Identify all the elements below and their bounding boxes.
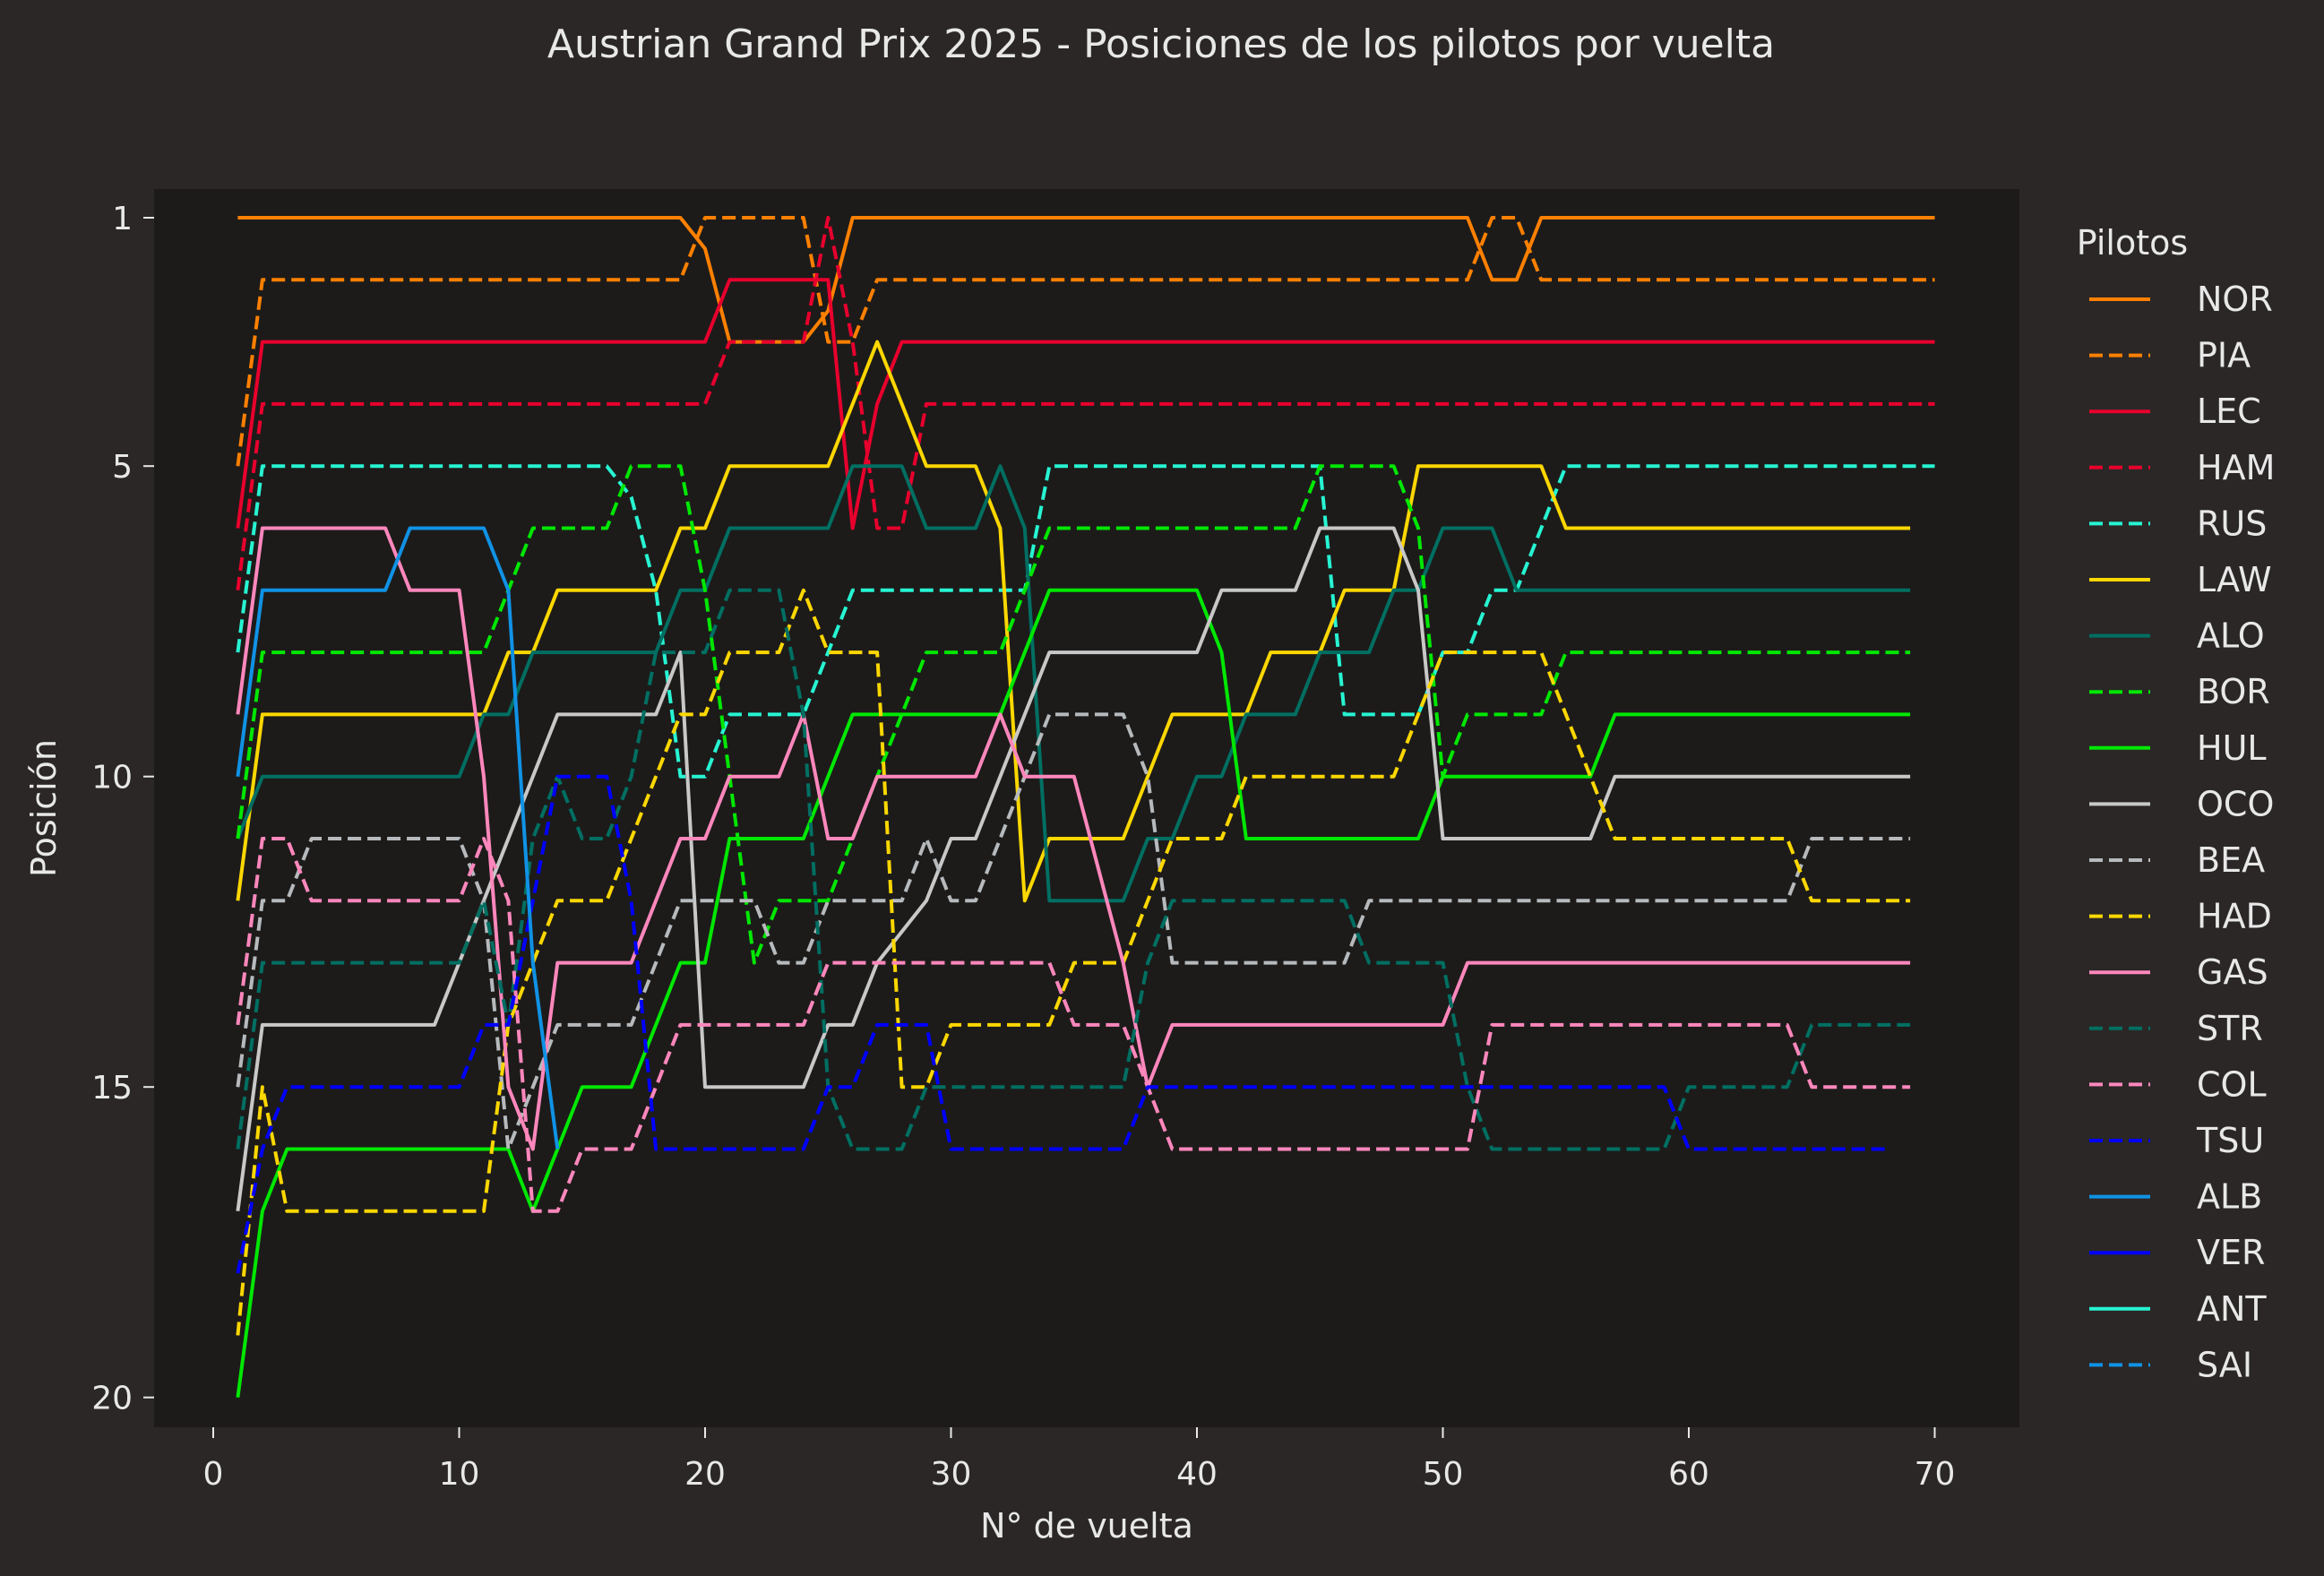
series-line-alb (236, 526, 560, 1150)
x-tick-label: 40 (1176, 1456, 1218, 1493)
legend-item-sai: SAI (2089, 1345, 2252, 1384)
chart-title: Austrian Grand Prix 2025 - Posiciones de… (547, 22, 1775, 67)
legend-label: ANT (2197, 1289, 2267, 1329)
series-line-hul (236, 588, 1911, 1398)
x-tick-label: 70 (1915, 1456, 1956, 1493)
series-line-nor (237, 216, 1935, 344)
legend-label: HAM (2197, 448, 2275, 487)
legend-label: OCO (2197, 784, 2274, 823)
legend-item-nor: NOR (2089, 280, 2273, 319)
x-tick-label: 60 (1668, 1456, 1709, 1493)
legend-item-ant: ANT (2089, 1289, 2267, 1329)
x-axis-ticks: 0 10 20 30 40 50 60 70 (203, 1427, 1956, 1493)
legend-label: BEA (2197, 840, 2265, 880)
legend-item-rus: RUS (2089, 504, 2267, 543)
legend-label: HUL (2197, 728, 2267, 768)
legend-label: STR (2197, 1009, 2263, 1048)
legend-item-bor: BOR (2089, 672, 2270, 711)
legend-item-ver: VER (2089, 1233, 2265, 1272)
legend-item-tsu: TSU (2089, 1121, 2264, 1160)
legend-item-ham: HAM (2089, 448, 2275, 487)
series-line-tsu (236, 774, 1886, 1274)
x-tick-label: 50 (1423, 1456, 1464, 1493)
series-line-ham (236, 216, 1935, 591)
legend-label: GAS (2197, 952, 2268, 992)
legend-label: NOR (2197, 280, 2273, 319)
legend-label: COL (2197, 1064, 2267, 1104)
legend-item-law: LAW (2089, 560, 2272, 599)
legend-item-oco: OCO (2089, 784, 2274, 823)
legend-item-pia: PIA (2089, 336, 2251, 375)
series-line-rus (236, 464, 1935, 779)
legend-label: RUS (2197, 504, 2267, 543)
x-tick-label: 10 (439, 1456, 480, 1493)
legend-label: LEC (2197, 392, 2261, 431)
legend-label: PIA (2197, 336, 2251, 375)
legend-label: LAW (2197, 560, 2272, 599)
series-line-gas (236, 526, 1911, 1151)
y-axis-label: Posición (24, 739, 64, 877)
series-line-bea (236, 712, 1911, 1151)
x-tick-label: 0 (203, 1456, 224, 1493)
x-axis-label: N° de vuelta (980, 1506, 1193, 1546)
legend-item-lec: LEC (2089, 392, 2261, 431)
y-tick-label: 10 (91, 760, 133, 797)
x-tick-label: 20 (684, 1456, 726, 1493)
legend-label: BOR (2197, 672, 2270, 711)
legend-item-col: COL (2089, 1064, 2267, 1104)
legend-label: ALO (2197, 616, 2265, 656)
legend-item-gas: GAS (2089, 952, 2268, 992)
plot-area (154, 189, 2019, 1427)
legend-label: TSU (2196, 1121, 2264, 1160)
legend-item-alb: ALB (2089, 1177, 2262, 1217)
series-line-col (236, 837, 1911, 1213)
y-tick-label: 1 (112, 201, 133, 237)
legend-label: VER (2197, 1233, 2265, 1272)
x-tick-label: 30 (931, 1456, 972, 1493)
legend-label: HAD (2197, 897, 2272, 936)
series-line-alo (236, 464, 1911, 903)
legend-item-alo: ALO (2089, 616, 2265, 656)
legend-item-hul: HUL (2089, 728, 2267, 768)
legend-item-str: STR (2089, 1009, 2263, 1048)
y-tick-label: 5 (112, 449, 133, 486)
legend-title: Pilotos (2077, 223, 2188, 263)
series-lines (236, 216, 1935, 1398)
legend-label: SAI (2197, 1345, 2252, 1384)
legend: Pilotos NOR PIA LEC HAM RUS LAW ALO BOR HUL OCO BE… (2077, 223, 2276, 1384)
legend-label: ALB (2197, 1177, 2262, 1217)
y-tick-label: 15 (91, 1070, 133, 1107)
legend-item-bea: BEA (2089, 840, 2265, 880)
legend-item-had: HAD (2089, 897, 2272, 936)
y-tick-label: 20 (91, 1381, 133, 1417)
